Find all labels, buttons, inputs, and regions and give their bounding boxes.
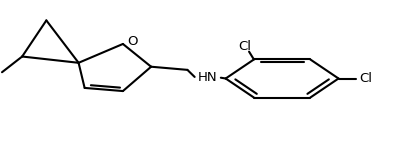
Text: Cl: Cl: [359, 72, 372, 85]
Text: O: O: [128, 35, 138, 48]
Text: HN: HN: [198, 71, 217, 84]
Text: Cl: Cl: [239, 40, 251, 53]
